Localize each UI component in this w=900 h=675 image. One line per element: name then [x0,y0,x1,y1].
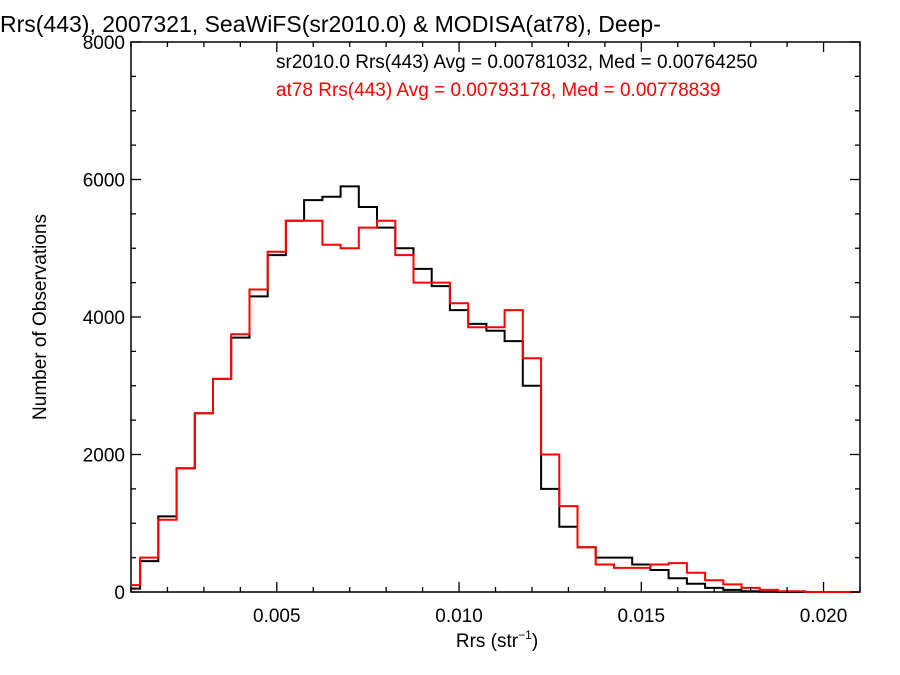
y-tick-label: 2000 [83,446,125,467]
chart-title: Rrs(443), 2007321, SeaWiFS(sr2010.0) & M… [0,11,661,37]
x-axis-label-main: Rrs (str [456,631,519,652]
x-tick-label: 0.010 [435,606,483,627]
series-layer [131,185,860,593]
legend-entry-at78: at78 Rrs(443) Avg = 0.00793178, Med = 0.… [276,80,720,101]
plot-frame [130,41,861,593]
series-line-1 [131,185,860,593]
x-tick-label: 0.020 [800,606,848,627]
y-tick-label: 0 [114,583,125,604]
y-tick-label: 6000 [83,171,125,192]
x-axis-label-close: ) [532,631,538,652]
x-axis-label: Rrs (str−1) [456,628,538,652]
series-line-2 [131,219,860,593]
y-tick-label: 4000 [83,308,125,329]
x-axis-label-superscript: −1 [518,628,532,642]
y-tick-label: 8000 [83,33,125,54]
x-tick-label: 0.015 [618,606,666,627]
axis-ticks: 0.005 0.010 0.015 0.020 0 2000 4000 6000 8000 [83,33,861,627]
legend-entry-sr2010: sr2010.0 Rrs(443) Avg = 0.00781032, Med … [276,52,757,73]
x-tick-label: 0.005 [253,606,301,627]
y-axis-label: Number of Observations [30,214,51,420]
